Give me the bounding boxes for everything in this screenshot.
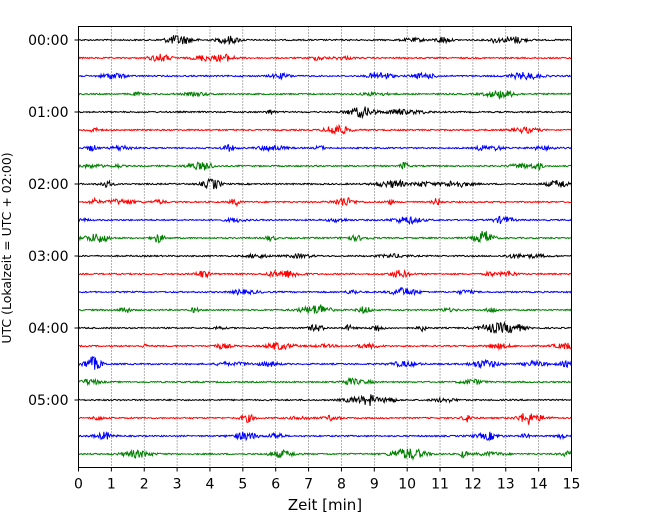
x-tick-label: 3 (173, 477, 182, 493)
trace-0415 (78, 341, 572, 352)
x-tick-label: 1 (107, 477, 116, 493)
trace-0145 (78, 161, 572, 171)
y-tick-label: 04:00 (28, 321, 68, 337)
trace-0515 (78, 413, 572, 425)
trace-0430 (78, 356, 572, 370)
trace-0215 (78, 196, 572, 208)
y-tick-label: 03:00 (28, 249, 68, 265)
trace-0230 (78, 215, 572, 225)
trace-0200 (78, 177, 572, 190)
y-tick-label: 02:00 (28, 177, 68, 193)
trace-0245 (78, 230, 572, 244)
trace-0345 (78, 304, 572, 315)
x-tick-label: 8 (337, 477, 346, 493)
trace-0015 (78, 53, 572, 63)
x-tick-label: 10 (398, 477, 416, 493)
y-tick-label: 05:00 (28, 393, 68, 409)
x-tick-label: 0 (74, 477, 83, 493)
trace-0030 (78, 71, 572, 81)
x-tick-label: 13 (497, 477, 515, 493)
trace-0315 (78, 268, 572, 279)
trace-0400 (78, 320, 572, 334)
trace-0545 (78, 448, 572, 462)
trace-0300 (78, 252, 572, 260)
x-tick-label: 7 (304, 477, 313, 493)
trace-0530 (78, 431, 572, 442)
trace-0115 (78, 123, 572, 136)
y-tick-label: 00:00 (28, 33, 68, 49)
x-tick-label: 2 (140, 477, 149, 493)
x-tick-label: 5 (238, 477, 247, 493)
y-axis-label: UTC (Lokalzeit = UTC + 02:00) (0, 152, 14, 343)
traces (78, 35, 572, 462)
x-tick-label: 15 (563, 477, 581, 493)
x-tick-label: 11 (431, 477, 449, 493)
x-tick-label: 4 (206, 477, 215, 493)
trace-0130 (78, 144, 572, 153)
x-tick-label: 6 (271, 477, 280, 493)
x-tick-label: 14 (530, 477, 548, 493)
plot-frame (78, 26, 572, 468)
x-axis-label: Zeit [min] (288, 496, 362, 514)
y-tick-label: 01:00 (28, 105, 68, 121)
trace-0445 (78, 376, 572, 387)
trace-0045 (78, 89, 572, 101)
x-axis-ticks: 0 1 2 3 4 5 6 7 8 9 10 11 12 13 14 15 (74, 467, 581, 493)
x-tick-label: 9 (370, 477, 379, 493)
trace-0100 (78, 106, 572, 120)
trace-0500 (78, 394, 572, 407)
x-tick-label: 12 (464, 477, 482, 493)
trace-0000 (78, 35, 572, 46)
trace-0330 (78, 286, 572, 297)
y-axis-ticks: 00:00 01:00 02:00 03:00 04:00 05:00 (28, 33, 79, 409)
